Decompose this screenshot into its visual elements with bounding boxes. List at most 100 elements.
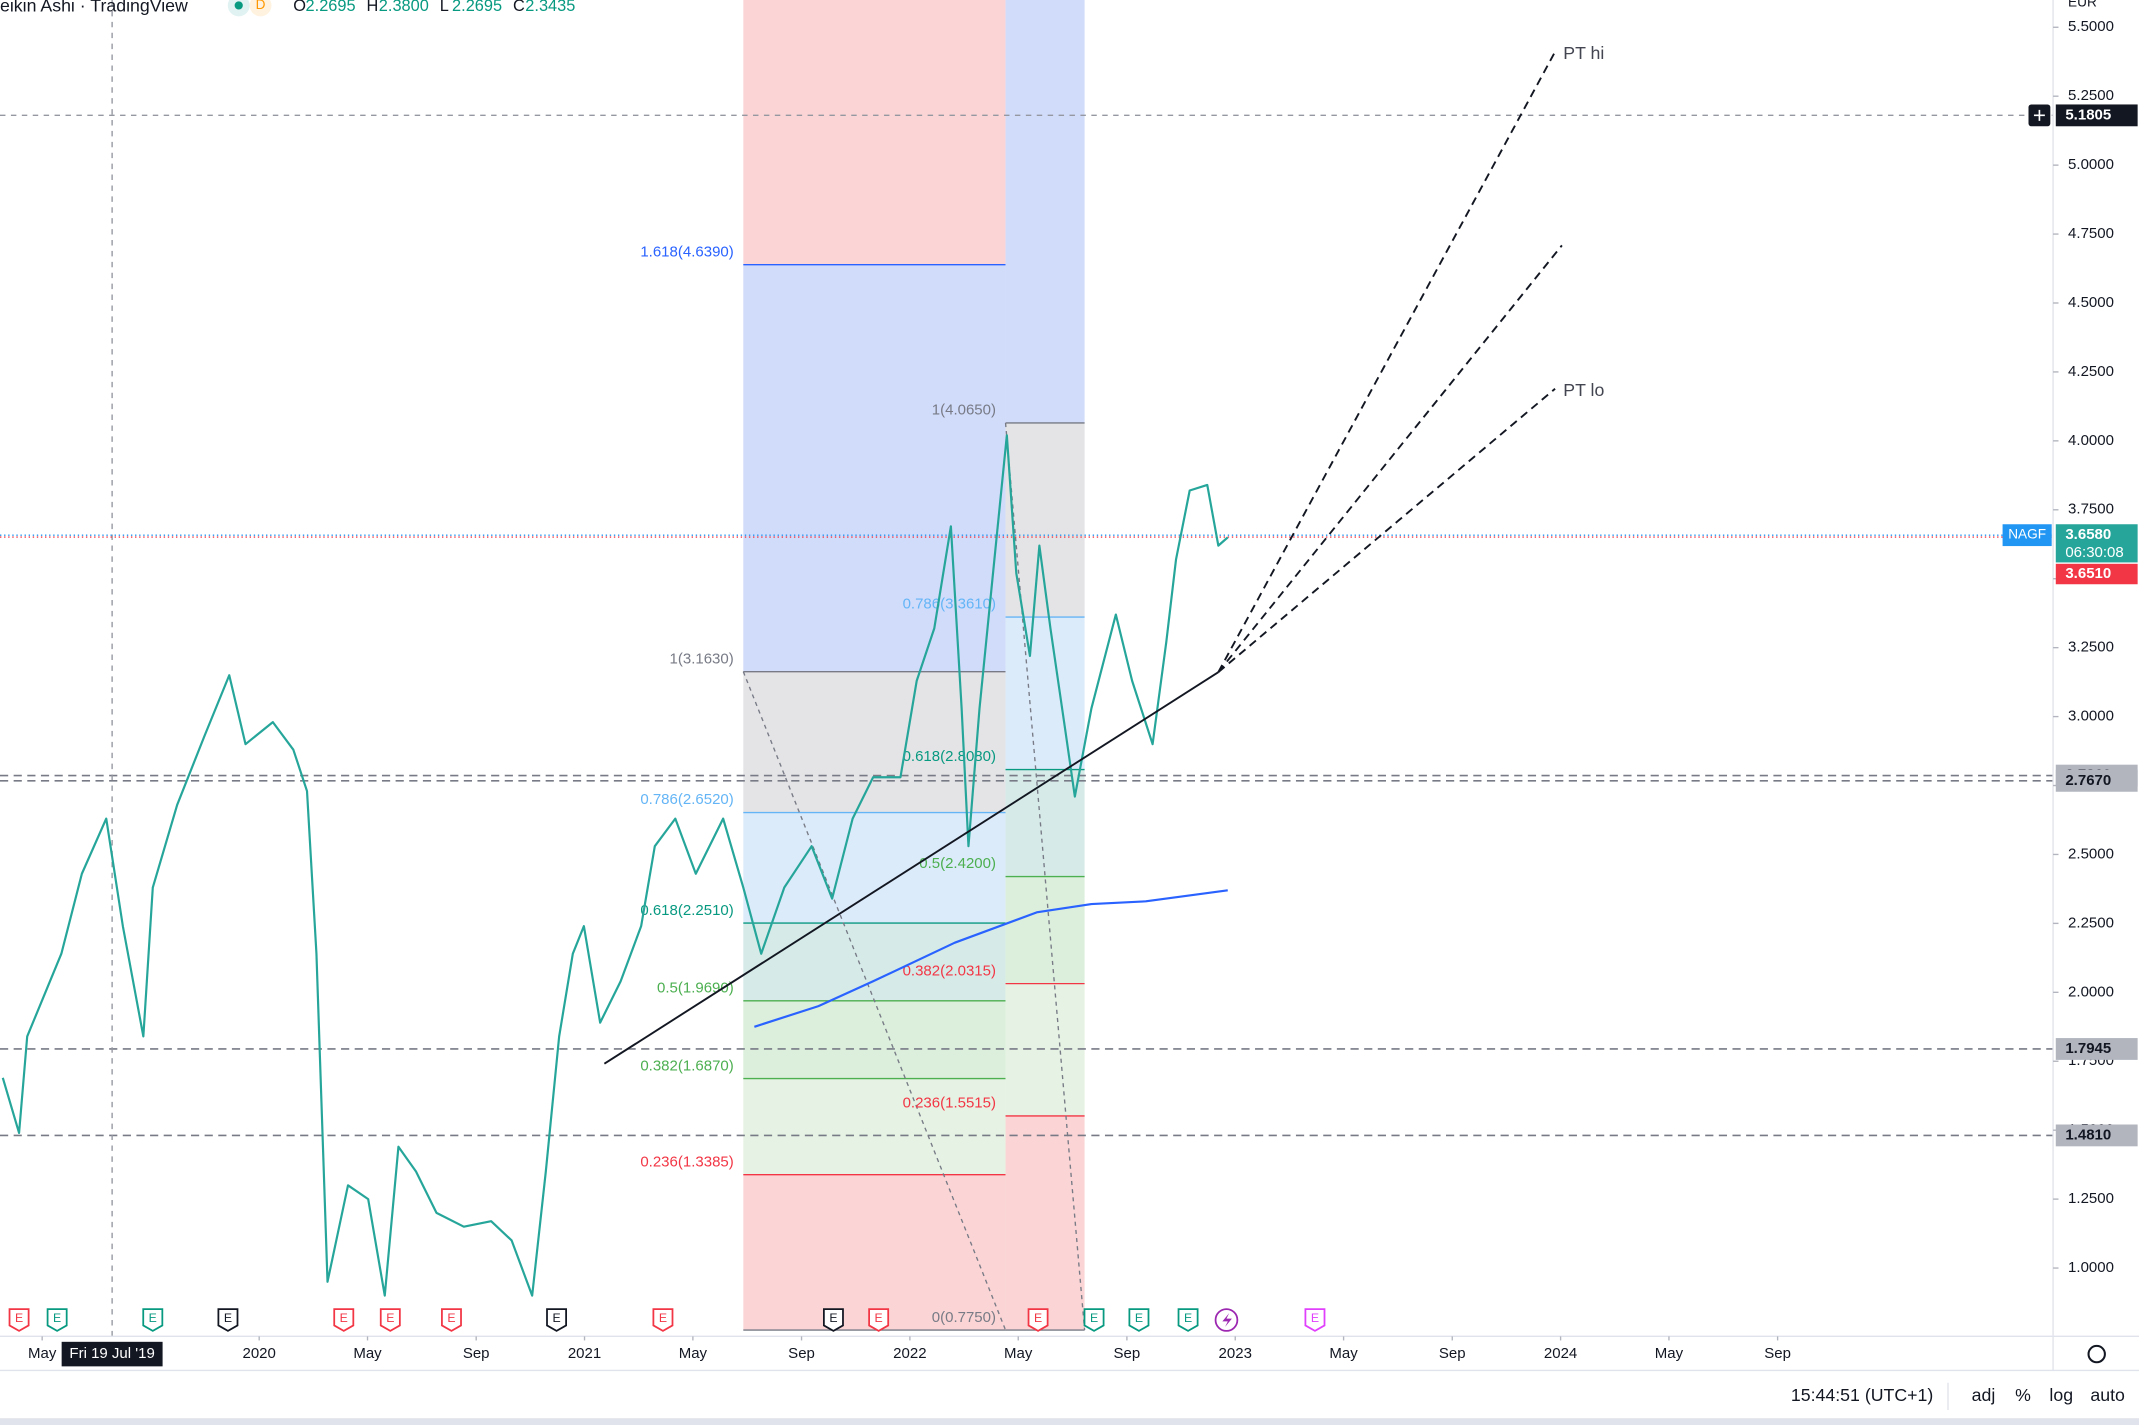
- fib-band: [743, 1000, 1006, 1079]
- y-tick-label: 2.5000: [2068, 845, 2114, 862]
- event-label: E: [552, 1311, 560, 1325]
- hline-label: 1.7945: [2065, 1040, 2111, 1057]
- event-label: E: [386, 1311, 394, 1325]
- y-tick-label: 3.2500: [2068, 639, 2114, 656]
- event-label: E: [1135, 1311, 1143, 1325]
- y-tick-label: 5.0000: [2068, 156, 2114, 173]
- fib-band: [743, 923, 1006, 1001]
- trend-line: [1217, 388, 1556, 673]
- hline-label: 1.4810: [2065, 1126, 2111, 1143]
- y-tick-label: 4.2500: [2068, 363, 2114, 380]
- fib-label: 0.786(3.3610): [903, 596, 996, 613]
- fib-label: 0.618(2.2510): [640, 902, 733, 919]
- plot-area: 1.618(4.6390) 1(3.1630) 0.786(2.6520) 0.618…: [0, 0, 2054, 1337]
- event-label: E: [15, 1311, 23, 1325]
- x-tick-label: 2021: [568, 1345, 601, 1362]
- footer-button[interactable]: adj: [1972, 1385, 1996, 1405]
- event-marker: [379, 1308, 401, 1332]
- prev-price-label: 3.6510: [2065, 565, 2111, 582]
- symbol-label: NAGF: [2008, 527, 2046, 542]
- event-marker: [1027, 1308, 1049, 1332]
- crosshair-x-box: [61, 1341, 163, 1367]
- x-tick-label: Sep: [1114, 1345, 1141, 1362]
- add-icon: [2033, 109, 2045, 121]
- x-tick-label: May: [353, 1345, 382, 1362]
- ohlc-key: H: [367, 0, 379, 15]
- event-marker: [217, 1308, 239, 1332]
- countdown: 06:30:08: [2065, 544, 2123, 561]
- y-tick-label: 2.0000: [2068, 983, 2114, 1000]
- fib-band: [1005, 1115, 1085, 1331]
- event-label: E: [829, 1311, 837, 1325]
- x-tick-label: Sep: [463, 1345, 490, 1362]
- y-tick-label: 4.7500: [2068, 225, 2114, 242]
- y-tick-label: 1.0000: [2068, 1259, 2114, 1276]
- event-marker: [46, 1308, 68, 1332]
- fib-band: [1005, 876, 1085, 984]
- bottom-strip: [0, 1418, 2139, 1425]
- footer-button[interactable]: log: [2049, 1385, 2073, 1405]
- event-label: E: [1034, 1311, 1042, 1325]
- fib-band: [743, 812, 1006, 924]
- footer-button[interactable]: auto: [2090, 1385, 2125, 1405]
- symbol-box: [2002, 524, 2052, 547]
- event-label: E: [53, 1311, 61, 1325]
- crosshair-label-box: [2055, 104, 2138, 127]
- event-marker: [441, 1308, 462, 1332]
- ohlc-key: L: [440, 0, 449, 15]
- fib-label: 0.236(1.5515): [903, 1095, 996, 1112]
- x-tick-label: 2024: [1544, 1345, 1577, 1362]
- event-label: E: [659, 1311, 667, 1325]
- x-tick-label: Sep: [788, 1345, 815, 1362]
- y-tick-label: 3.0000: [2068, 708, 2114, 725]
- fib-label: 0.5(1.9690): [657, 980, 734, 997]
- y-tick-label: 2.2500: [2068, 914, 2114, 931]
- clock: 15:44:51 (UTC+1): [1791, 1385, 1933, 1405]
- event-label: E: [149, 1311, 157, 1325]
- ohlc-value: 2.2695: [306, 0, 356, 15]
- fib-band: [743, 1078, 1006, 1175]
- currency: EUR: [2068, 0, 2097, 9]
- ohlc-value: 2.3800: [379, 0, 429, 15]
- event-marker: [8, 1308, 30, 1332]
- fib-label: 0.382(1.6870): [640, 1057, 733, 1074]
- event-marker: [546, 1308, 567, 1332]
- fib-band: [743, 264, 1006, 672]
- ohlc-value: 2.2695: [452, 0, 502, 15]
- prev-price-box: [2055, 563, 2138, 585]
- ohlc-key: C: [513, 0, 525, 15]
- interval: D: [256, 0, 266, 12]
- fib-label: 1.618(4.6390): [640, 243, 733, 260]
- y-tick-label: 4.5000: [2068, 294, 2114, 311]
- fib-label: 0.786(2.6520): [640, 791, 733, 808]
- settings-icon[interactable]: [2087, 1344, 2106, 1364]
- event-label: E: [224, 1311, 232, 1325]
- fib-label: 1(3.1630): [670, 650, 734, 667]
- ohlc-key: O: [293, 0, 306, 15]
- event-marker: [1083, 1308, 1105, 1332]
- fib-band: [1005, 769, 1085, 877]
- fib-top-band: [743, 0, 1006, 265]
- fib-band: [1005, 617, 1085, 770]
- footer-button[interactable]: %: [2015, 1385, 2031, 1405]
- fib-label: 0.236(1.3385): [640, 1153, 733, 1170]
- y-tick-label: 5.5000: [2068, 18, 2114, 35]
- fib-label: 0(0.7750): [932, 1309, 996, 1326]
- x-tick-label: 2023: [1219, 1345, 1252, 1362]
- event-marker: [1304, 1308, 1326, 1332]
- event-label: E: [1090, 1311, 1098, 1325]
- event-label: E: [875, 1311, 883, 1325]
- x-tick-label: Sep: [1764, 1345, 1791, 1362]
- interval-bg: [249, 0, 272, 17]
- last-price-box: [2055, 524, 2138, 563]
- x-tick-label: May: [28, 1345, 57, 1362]
- fib-band: [743, 1174, 1006, 1331]
- hline-label-box: [2055, 1038, 2138, 1060]
- event-marker: [822, 1308, 844, 1332]
- price-line: [1, 434, 1229, 1297]
- event-label: E: [447, 1311, 455, 1325]
- event-marker: [652, 1308, 674, 1332]
